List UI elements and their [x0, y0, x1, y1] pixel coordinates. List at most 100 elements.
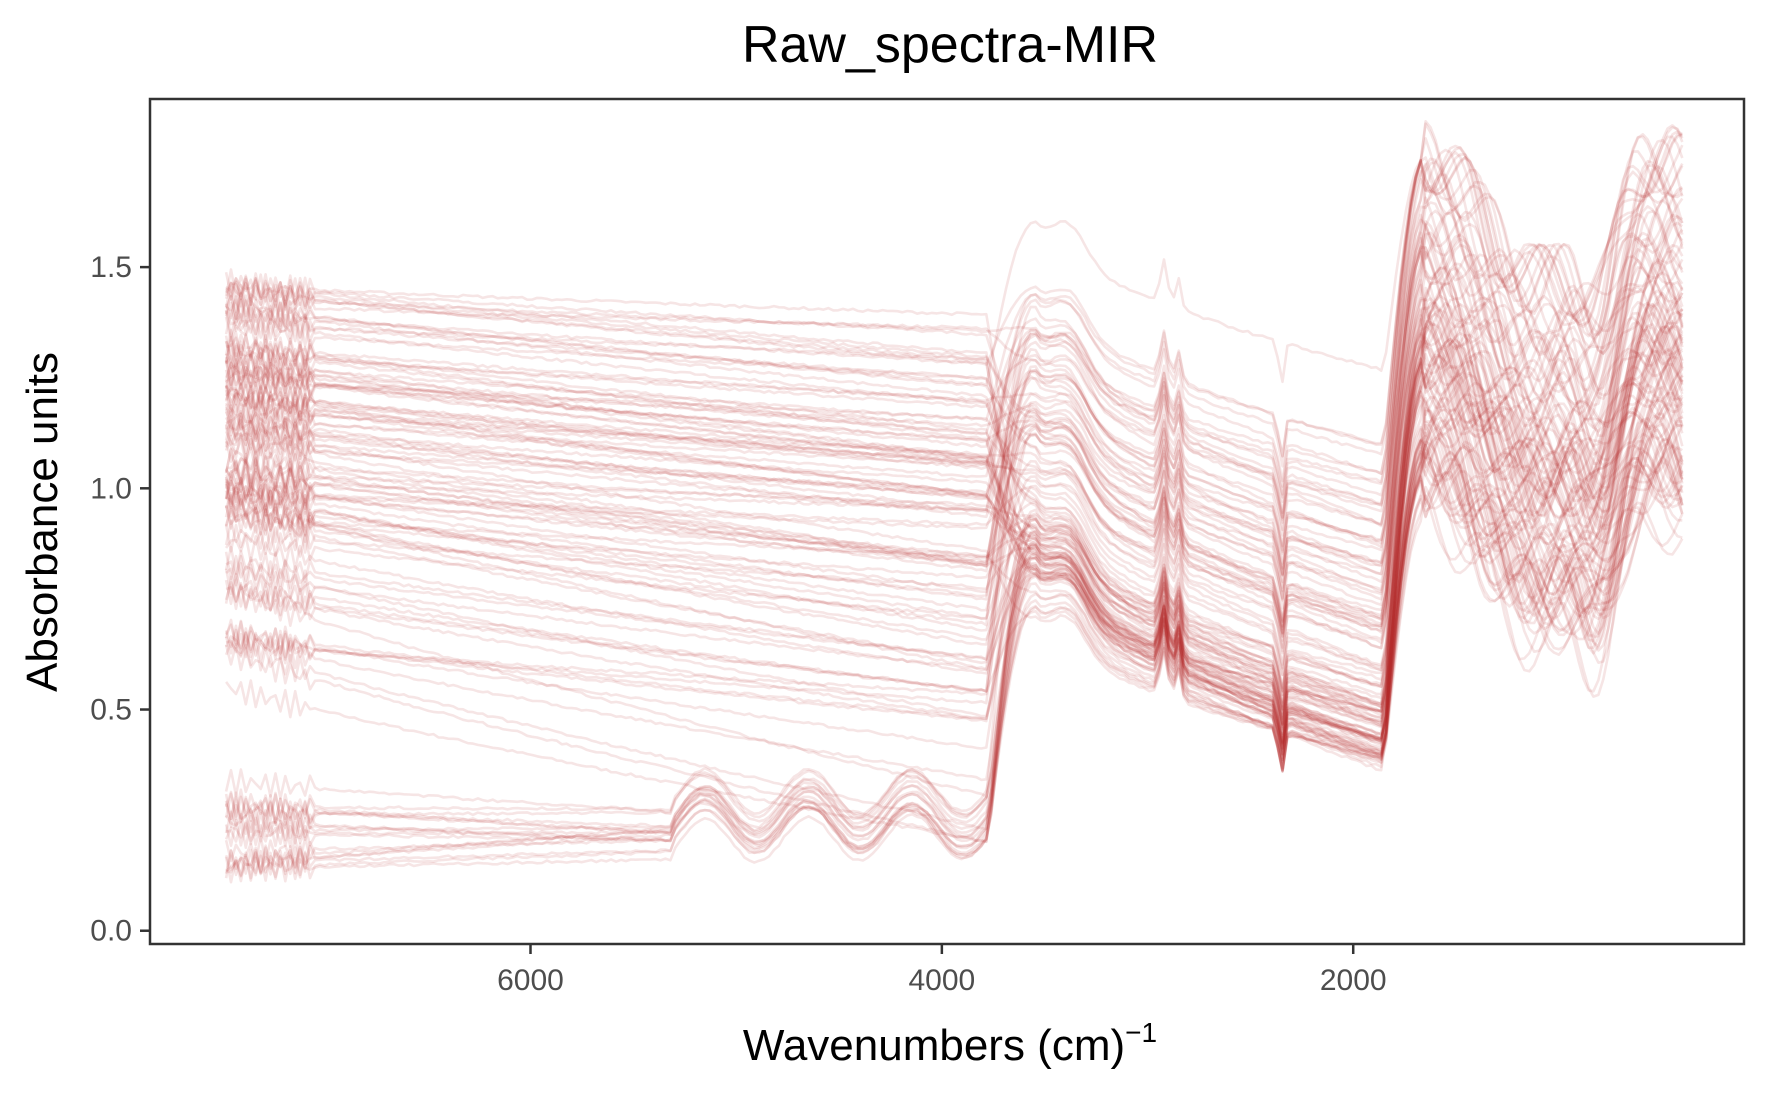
spectrum-line [224, 138, 1684, 577]
spectrum-line [224, 157, 1684, 563]
spectrum-line [225, 213, 1684, 576]
spectrum-line [224, 460, 1684, 831]
spectrum-line [224, 162, 1684, 565]
spectrum-line [224, 331, 1684, 744]
spectrum-line [224, 433, 1684, 850]
spectrum-line [224, 444, 1684, 874]
spectrum-line [224, 250, 1684, 622]
spectrum-line [224, 132, 1683, 458]
spectrum-line [224, 406, 1683, 782]
x-axis-title-text: Wavenumbers (cm) [743, 1021, 1125, 1070]
x-axis-title-superscript: −1 [1125, 1017, 1157, 1048]
spectrum-line [224, 120, 1684, 496]
spectrum-line [225, 297, 1684, 883]
x-tick-label: 2000 [1320, 964, 1387, 997]
spectrum-line [224, 398, 1684, 725]
spectrum-line [224, 297, 1684, 634]
spectrum-line [224, 271, 1684, 629]
spectrum-line [225, 345, 1683, 880]
spectrum-line [224, 415, 1684, 773]
spectrum-line [224, 223, 1684, 554]
spectrum-line [225, 319, 1683, 642]
spectrum-line [225, 415, 1683, 717]
spectrum-line [225, 310, 1684, 696]
spectrum-line [225, 324, 1684, 750]
spectrum-line [224, 292, 1684, 577]
spectrum-line [224, 144, 1684, 601]
spectrum-line [224, 303, 1684, 655]
spectrum-line [224, 320, 1684, 697]
spectrum-line [224, 258, 1684, 621]
y-tick-label: 0.0 [90, 915, 132, 948]
spectrum-line [224, 286, 1684, 857]
spectrum-line [224, 295, 1684, 709]
spectrum-line [224, 424, 1684, 844]
spectrum-line [224, 349, 1684, 835]
spectrum-line [224, 360, 1684, 704]
spectrum-line [224, 477, 1684, 772]
spectrum-line [224, 192, 1684, 601]
spectrum-line [225, 326, 1684, 751]
spectrum-line [224, 443, 1684, 879]
spectrum-line [225, 184, 1684, 628]
spectrum-line [225, 201, 1684, 589]
chart-title: Raw_spectra-MIR [742, 16, 1158, 74]
spectrum-line [224, 437, 1684, 864]
spectrum-line [225, 130, 1683, 501]
spectrum-line [224, 374, 1684, 693]
spectrum-line [224, 348, 1684, 639]
spectrum-line [224, 340, 1684, 746]
spectrum-line [224, 249, 1684, 570]
spectrum-line [224, 379, 1684, 749]
spectrum-line [224, 289, 1684, 650]
spectrum-line [224, 232, 1684, 627]
spectrum-line [224, 419, 1683, 764]
plot-panel-border [148, 97, 1746, 946]
y-tick-label: 1.5 [90, 251, 132, 284]
spectrum-line [224, 272, 1683, 716]
spectrum-line [224, 308, 1684, 693]
spectrum-line [224, 197, 1684, 521]
spectrum-line [224, 228, 1684, 519]
spectrum-line [224, 340, 1684, 726]
spectrum-line [224, 403, 1684, 761]
spectrum-line [224, 396, 1684, 731]
spectrum-line [224, 124, 1684, 514]
spectrum-line [224, 122, 1684, 488]
spectrum-line [224, 347, 1683, 677]
spectrum-line [224, 306, 1684, 708]
spectrum-line [224, 385, 1684, 756]
spectrum-line [224, 328, 1684, 751]
spectrum-line [224, 361, 1684, 735]
spectrum-line [224, 425, 1684, 822]
spectrum-line [225, 280, 1684, 798]
spectrum-line [224, 316, 1684, 667]
spectrum-line [224, 278, 1684, 723]
spectrum-line [224, 305, 1684, 711]
spectrum-line [224, 412, 1684, 884]
spectrum-line [225, 333, 1683, 760]
spectrum-line [224, 244, 1684, 653]
spectrum-line [224, 291, 1684, 693]
spectrum-line [224, 423, 1684, 724]
spectrum-line [224, 349, 1684, 744]
spectrum-line [224, 440, 1684, 742]
spectrum-line [225, 444, 1684, 860]
x-axis: 6000 4000 2000 [497, 944, 1387, 997]
spectrum-line [224, 272, 1684, 623]
spectrum-line [224, 209, 1684, 705]
spectrum-line [224, 137, 1684, 519]
spectrum-line [224, 246, 1684, 634]
spectrum-line [224, 391, 1684, 745]
spectrum-line [224, 260, 1684, 636]
spectrum-line [225, 231, 1683, 602]
spectrum-line [224, 336, 1684, 831]
spectrum-line [224, 451, 1684, 773]
spectrum-line [225, 126, 1684, 515]
y-tick-label: 1.0 [90, 472, 132, 505]
spectrum-line [225, 220, 1684, 635]
spectrum-line [224, 325, 1684, 745]
x-tick-label: 4000 [908, 964, 975, 997]
spectra-lines [224, 120, 1684, 884]
